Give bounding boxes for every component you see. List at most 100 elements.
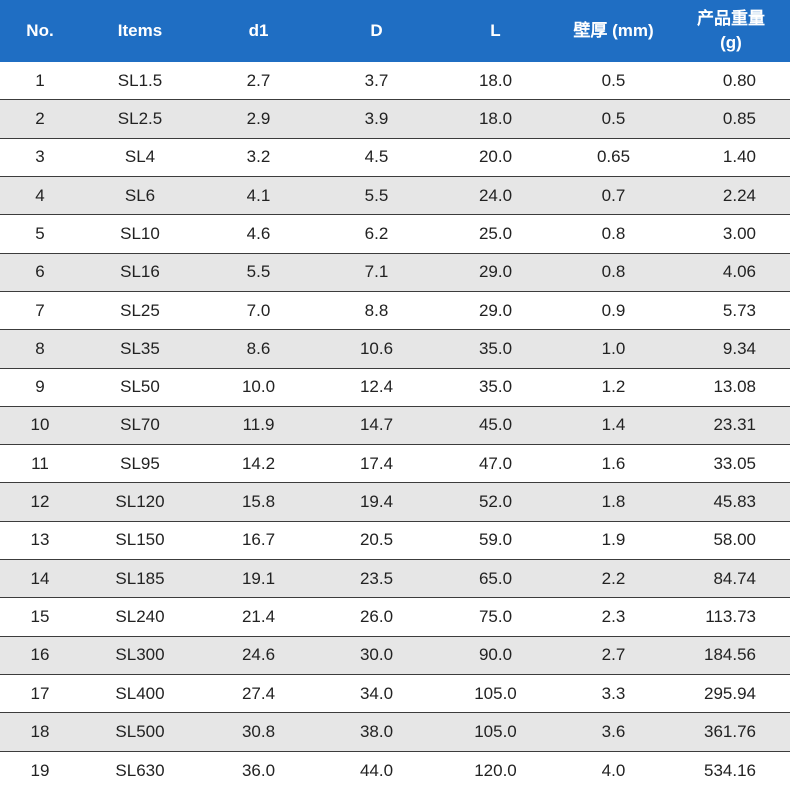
cell-weight: 33.05 [713,453,756,473]
cell-d: 23.5 [359,568,394,588]
header-l-label: L [490,21,501,40]
cell-wall-thickness: 2.3 [601,607,626,627]
table-row: 13 SL150 16.7 20.5 59.0 1.9 58.00 [0,521,790,561]
cell-l: 45.0 [478,415,513,435]
cell-item: SL10 [120,223,160,243]
cell-d1: 15.8 [241,492,276,512]
cell-item: SL400 [115,683,165,703]
cell-d: 38.0 [359,721,394,741]
cell-item: SL300 [115,645,165,665]
cell-d1: 3.2 [246,147,271,167]
cell-l: 75.0 [478,607,513,627]
cell-item: SL1.5 [117,70,163,90]
cell-wall-thickness: 1.4 [601,415,626,435]
cell-weight: 184.56 [704,645,756,665]
cell-d1: 7.0 [246,300,271,320]
header-items-label: Items [117,21,163,40]
header-no: No. [0,0,80,62]
table-row: 9 SL50 10.0 12.4 35.0 1.2 13.08 [0,368,790,407]
header-wall-thickness: 壁厚 (mm) [555,0,672,62]
table-row: 12 SL120 15.8 19.4 52.0 1.8 45.83 [0,483,790,522]
cell-d1: 16.7 [241,530,276,550]
table-row: 6 SL16 5.5 7.1 29.0 0.8 4.06 [0,253,790,292]
cell-d: 8.8 [364,300,389,320]
cell-wall-thickness: 1.0 [601,338,626,358]
cell-d1: 4.1 [246,185,271,205]
cell-d: 30.0 [359,645,394,665]
table-row: 5 SL10 4.6 6.2 25.0 0.8 3.00 [0,215,790,254]
header-weight-label: 产品重量 (g) [697,9,765,52]
cell-d1: 19.1 [241,568,276,588]
cell-l: 59.0 [478,530,513,550]
header-d1: d1 [200,0,317,62]
cell-l: 105.0 [474,683,517,703]
cell-item: SL150 [115,530,165,550]
cell-item: SL50 [120,377,160,397]
cell-d1: 5.5 [246,262,271,282]
cell-item: SL16 [120,262,160,282]
table-row: 16 SL300 24.6 30.0 90.0 2.7 184.56 [0,636,790,675]
cell-wall-thickness: 0.5 [601,108,626,128]
cell-d: 14.7 [359,415,394,435]
cell-d: 20.5 [359,530,394,550]
cell-item: SL240 [115,607,165,627]
cell-no: 19 [30,760,50,780]
cell-wall-thickness: 1.8 [601,492,626,512]
cell-wall-thickness: 3.3 [601,683,626,703]
cell-l: 47.0 [478,453,513,473]
cell-weight: 9.34 [722,338,756,358]
cell-d1: 27.4 [241,683,276,703]
cell-no: 13 [30,530,50,550]
cell-d1: 2.7 [246,70,271,90]
table-row: 8 SL35 8.6 10.6 35.0 1.0 9.34 [0,330,790,369]
cell-d: 19.4 [359,492,394,512]
cell-wall-thickness: 1.2 [601,377,626,397]
cell-wall-thickness: 0.8 [601,262,626,282]
cell-weight: 45.83 [713,492,756,512]
cell-d: 5.5 [364,185,389,205]
cell-no: 8 [35,338,45,358]
cell-no: 5 [35,223,45,243]
cell-wall-thickness: 4.0 [601,760,626,780]
cell-weight: 2.24 [722,185,756,205]
cell-no: 10 [30,415,50,435]
cell-l: 65.0 [478,568,513,588]
table-row: 4 SL6 4.1 5.5 24.0 0.7 2.24 [0,176,790,216]
cell-wall-thickness: 3.6 [601,721,626,741]
cell-d: 7.1 [364,262,389,282]
cell-l: 35.0 [478,338,513,358]
cell-weight: 295.94 [704,683,756,703]
cell-weight: 0.80 [722,70,756,90]
cell-item: SL4 [124,147,156,167]
cell-d: 4.5 [364,147,389,167]
cell-l: 18.0 [478,70,513,90]
cell-item: SL35 [120,338,160,358]
cell-wall-thickness: 0.7 [601,185,626,205]
table-header-row: No. Items d1 D L 壁厚 (mm) 产品重量 (g) [0,0,790,62]
cell-d: 17.4 [359,453,394,473]
cell-d1: 8.6 [246,338,271,358]
cell-wall-thickness: 2.7 [601,645,626,665]
cell-d1: 30.8 [241,721,276,741]
header-no-label: No. [26,21,54,40]
cell-no: 18 [30,721,50,741]
cell-l: 52.0 [478,492,513,512]
cell-no: 7 [35,300,45,320]
cell-l: 24.0 [478,185,513,205]
cell-no: 17 [30,683,50,703]
cell-wall-thickness: 0.8 [601,223,626,243]
cell-weight: 13.08 [713,377,756,397]
cell-no: 9 [35,377,45,397]
cell-d: 10.6 [359,338,394,358]
cell-wall-thickness: 0.9 [601,300,626,320]
header-l: L [436,0,555,62]
cell-item: SL6 [124,185,156,205]
cell-l: 29.0 [478,300,513,320]
table-row: 17 SL400 27.4 34.0 105.0 3.3 295.94 [0,675,790,714]
cell-d1: 24.6 [241,645,276,665]
cell-d1: 14.2 [241,453,276,473]
cell-wall-thickness: 1.9 [601,530,626,550]
cell-l: 105.0 [474,721,517,741]
table-row: 19 SL630 36.0 44.0 120.0 4.0 534.16 [0,751,790,790]
header-d-label: D [370,21,383,40]
